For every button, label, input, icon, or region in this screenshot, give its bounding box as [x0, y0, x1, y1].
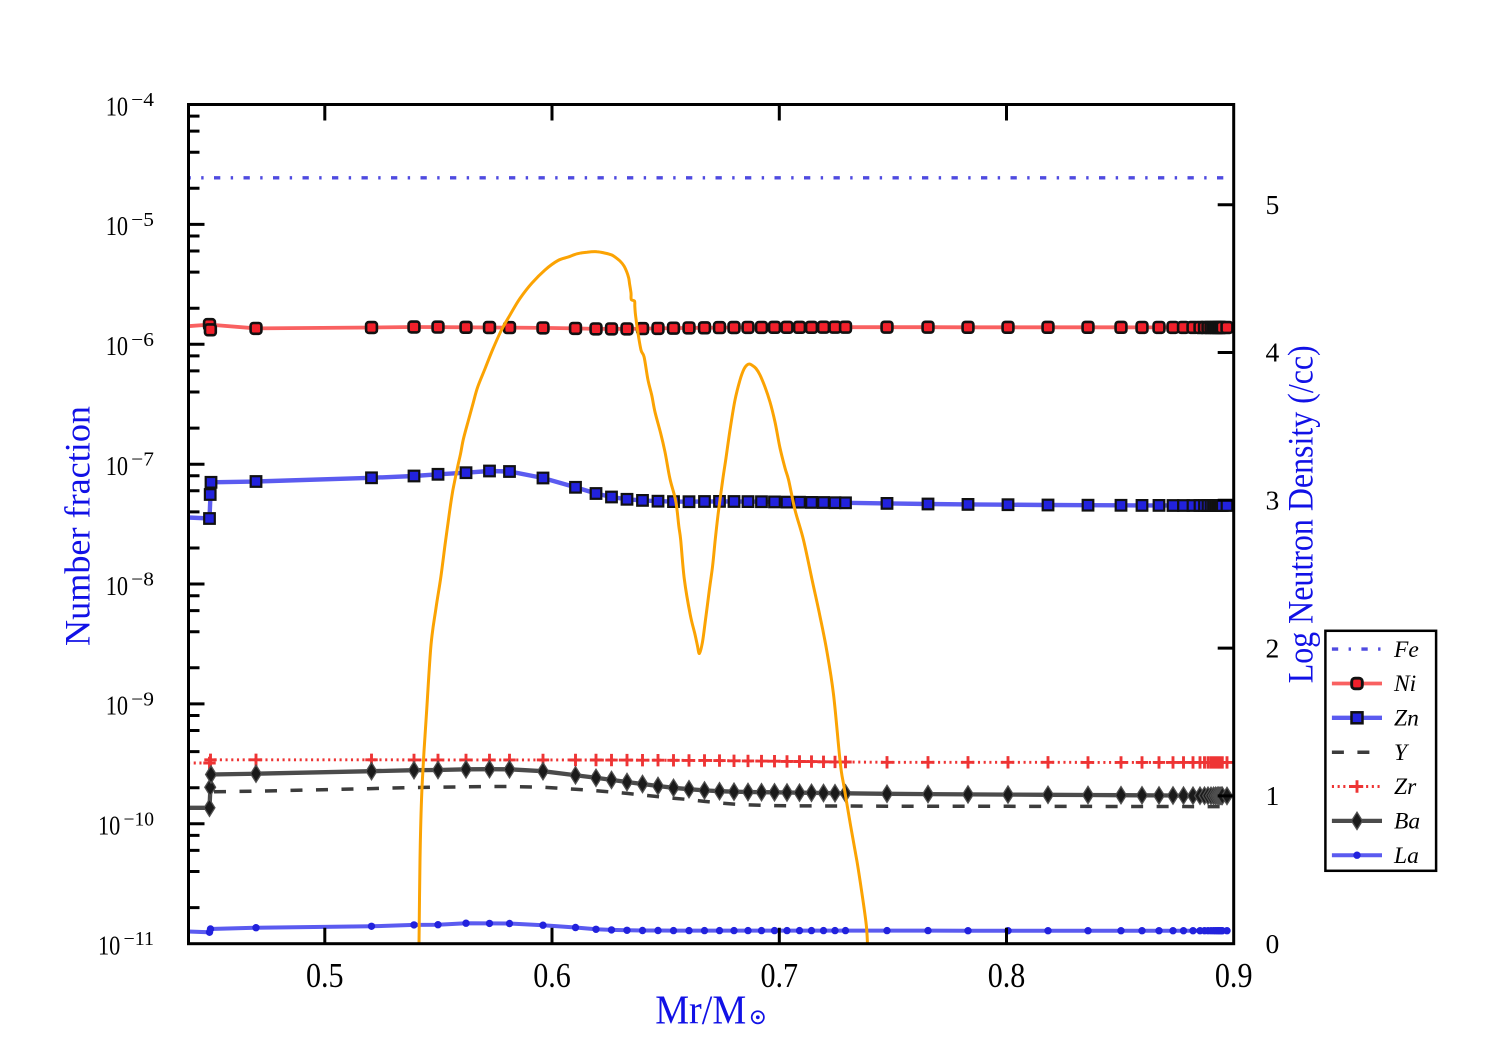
svg-text:10: 10: [106, 570, 128, 601]
svg-text:Zr: Zr: [1394, 774, 1417, 800]
svg-text:−8: −8: [131, 570, 154, 591]
svg-text:0.9: 0.9: [1215, 957, 1253, 995]
svg-text:Zn: Zn: [1394, 706, 1419, 732]
svg-text:Ba: Ba: [1394, 809, 1420, 835]
svg-text:0.5: 0.5: [306, 957, 344, 995]
svg-text:−5: −5: [131, 210, 154, 231]
svg-text:10: 10: [106, 90, 128, 121]
svg-text:2: 2: [1266, 632, 1280, 663]
svg-text:10: 10: [106, 210, 128, 241]
svg-text:Y: Y: [1394, 740, 1410, 766]
svg-text:0.7: 0.7: [761, 957, 799, 995]
svg-text:Number fraction: Number fraction: [58, 406, 98, 646]
svg-text:Fe: Fe: [1393, 637, 1419, 663]
svg-text:Mr/M: Mr/M: [655, 987, 746, 1033]
svg-text:Log Neutron Density (/cc): Log Neutron Density (/cc): [1281, 345, 1321, 683]
svg-text:0.8: 0.8: [988, 957, 1026, 995]
svg-text:3: 3: [1266, 485, 1280, 516]
svg-text:−7: −7: [131, 450, 154, 471]
svg-text:1: 1: [1266, 780, 1280, 811]
svg-text:5: 5: [1266, 189, 1280, 220]
svg-text:−10: −10: [124, 809, 155, 830]
svg-text:−6: −6: [131, 330, 154, 351]
svg-text:10: 10: [98, 930, 120, 961]
svg-text:0.6: 0.6: [533, 957, 571, 995]
svg-text:10: 10: [106, 330, 128, 361]
svg-text:La: La: [1393, 843, 1419, 869]
svg-text:10: 10: [106, 690, 128, 721]
svg-text:0: 0: [1266, 928, 1280, 959]
svg-text:−4: −4: [131, 90, 154, 111]
svg-text:10: 10: [106, 450, 128, 481]
svg-text:−9: −9: [131, 689, 154, 710]
svg-text:−11: −11: [124, 929, 155, 950]
svg-text:10: 10: [98, 810, 120, 841]
svg-text:Ni: Ni: [1393, 671, 1416, 697]
svg-text:4: 4: [1266, 337, 1280, 368]
